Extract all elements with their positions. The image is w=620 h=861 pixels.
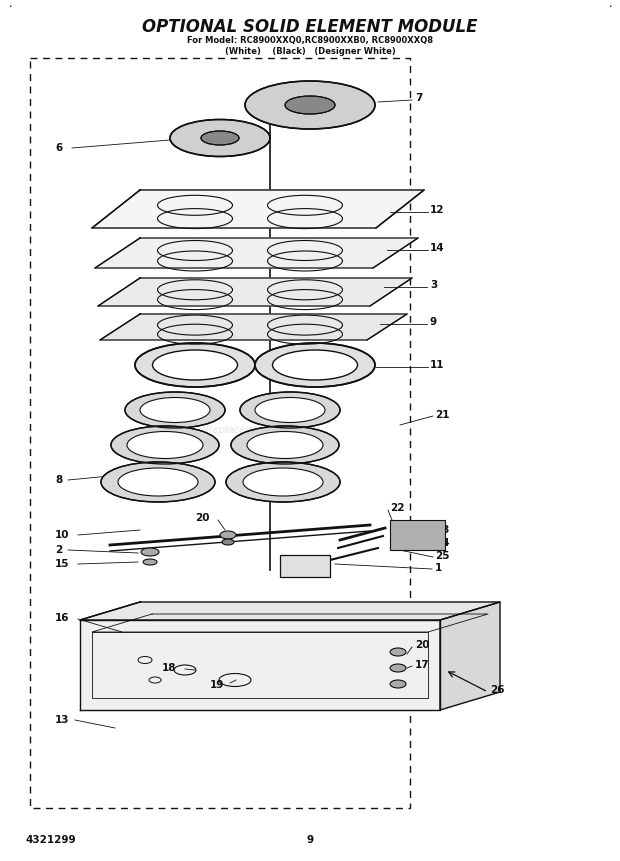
Text: •: • — [8, 4, 11, 9]
Text: OPTIONAL SOLID ELEMENT MODULE: OPTIONAL SOLID ELEMENT MODULE — [142, 18, 478, 36]
Ellipse shape — [135, 343, 255, 387]
Ellipse shape — [220, 531, 236, 539]
Text: 25: 25 — [435, 551, 449, 561]
Ellipse shape — [222, 539, 234, 545]
Text: 14: 14 — [430, 243, 445, 253]
Polygon shape — [440, 602, 500, 710]
Ellipse shape — [255, 343, 375, 387]
Text: 4321299: 4321299 — [25, 835, 76, 845]
Ellipse shape — [101, 462, 215, 502]
Ellipse shape — [390, 664, 406, 672]
Ellipse shape — [231, 426, 339, 464]
Text: 2: 2 — [55, 545, 62, 555]
Text: 3: 3 — [430, 280, 437, 290]
Text: •: • — [608, 4, 611, 9]
Text: For Model: RC8900XXQ0,RC8900XXB0, RC8900XXQ8: For Model: RC8900XXQ0,RC8900XXB0, RC8900… — [187, 36, 433, 45]
Ellipse shape — [201, 131, 239, 145]
Ellipse shape — [140, 398, 210, 423]
Text: 9: 9 — [430, 317, 437, 327]
Bar — [390, 520, 445, 550]
Polygon shape — [92, 190, 424, 228]
Text: 1: 1 — [435, 563, 442, 573]
Text: 26: 26 — [490, 685, 505, 695]
Ellipse shape — [118, 468, 198, 496]
Text: 19: 19 — [210, 680, 224, 690]
Ellipse shape — [141, 548, 159, 556]
Text: (White)    (Black)   (Designer White): (White) (Black) (Designer White) — [224, 47, 396, 56]
Polygon shape — [95, 238, 418, 268]
Text: 24: 24 — [435, 538, 449, 548]
Ellipse shape — [240, 392, 340, 428]
Ellipse shape — [273, 350, 358, 380]
Ellipse shape — [285, 96, 335, 114]
Ellipse shape — [111, 426, 219, 464]
Text: 17: 17 — [415, 660, 430, 670]
Text: 15: 15 — [55, 559, 69, 569]
Ellipse shape — [125, 392, 225, 428]
Bar — [280, 555, 330, 577]
Text: 6: 6 — [55, 143, 62, 153]
Text: 9: 9 — [306, 835, 314, 845]
Text: 20: 20 — [195, 513, 210, 523]
Ellipse shape — [243, 468, 323, 496]
Text: eReplacementParts.com: eReplacementParts.com — [200, 425, 320, 435]
Text: 7: 7 — [415, 93, 422, 103]
Polygon shape — [80, 602, 500, 620]
Text: 12: 12 — [430, 205, 445, 215]
Text: 8: 8 — [55, 475, 62, 485]
Ellipse shape — [127, 431, 203, 459]
Polygon shape — [100, 314, 407, 340]
Text: 16: 16 — [55, 613, 69, 623]
Bar — [30, 58, 410, 808]
Text: 13: 13 — [55, 715, 69, 725]
Ellipse shape — [247, 431, 323, 459]
Ellipse shape — [170, 120, 270, 157]
Text: 11: 11 — [430, 360, 445, 370]
Polygon shape — [80, 620, 440, 710]
Ellipse shape — [153, 350, 237, 380]
Ellipse shape — [245, 81, 375, 129]
Ellipse shape — [226, 462, 340, 502]
Ellipse shape — [255, 398, 325, 423]
Text: 22: 22 — [390, 503, 404, 513]
Ellipse shape — [143, 559, 157, 565]
Text: 23: 23 — [435, 525, 449, 535]
Text: 18: 18 — [162, 663, 177, 673]
Polygon shape — [98, 278, 412, 306]
Ellipse shape — [390, 648, 406, 656]
Text: 21: 21 — [435, 410, 449, 420]
Text: 10: 10 — [55, 530, 69, 540]
Ellipse shape — [390, 680, 406, 688]
Text: 20: 20 — [415, 640, 430, 650]
